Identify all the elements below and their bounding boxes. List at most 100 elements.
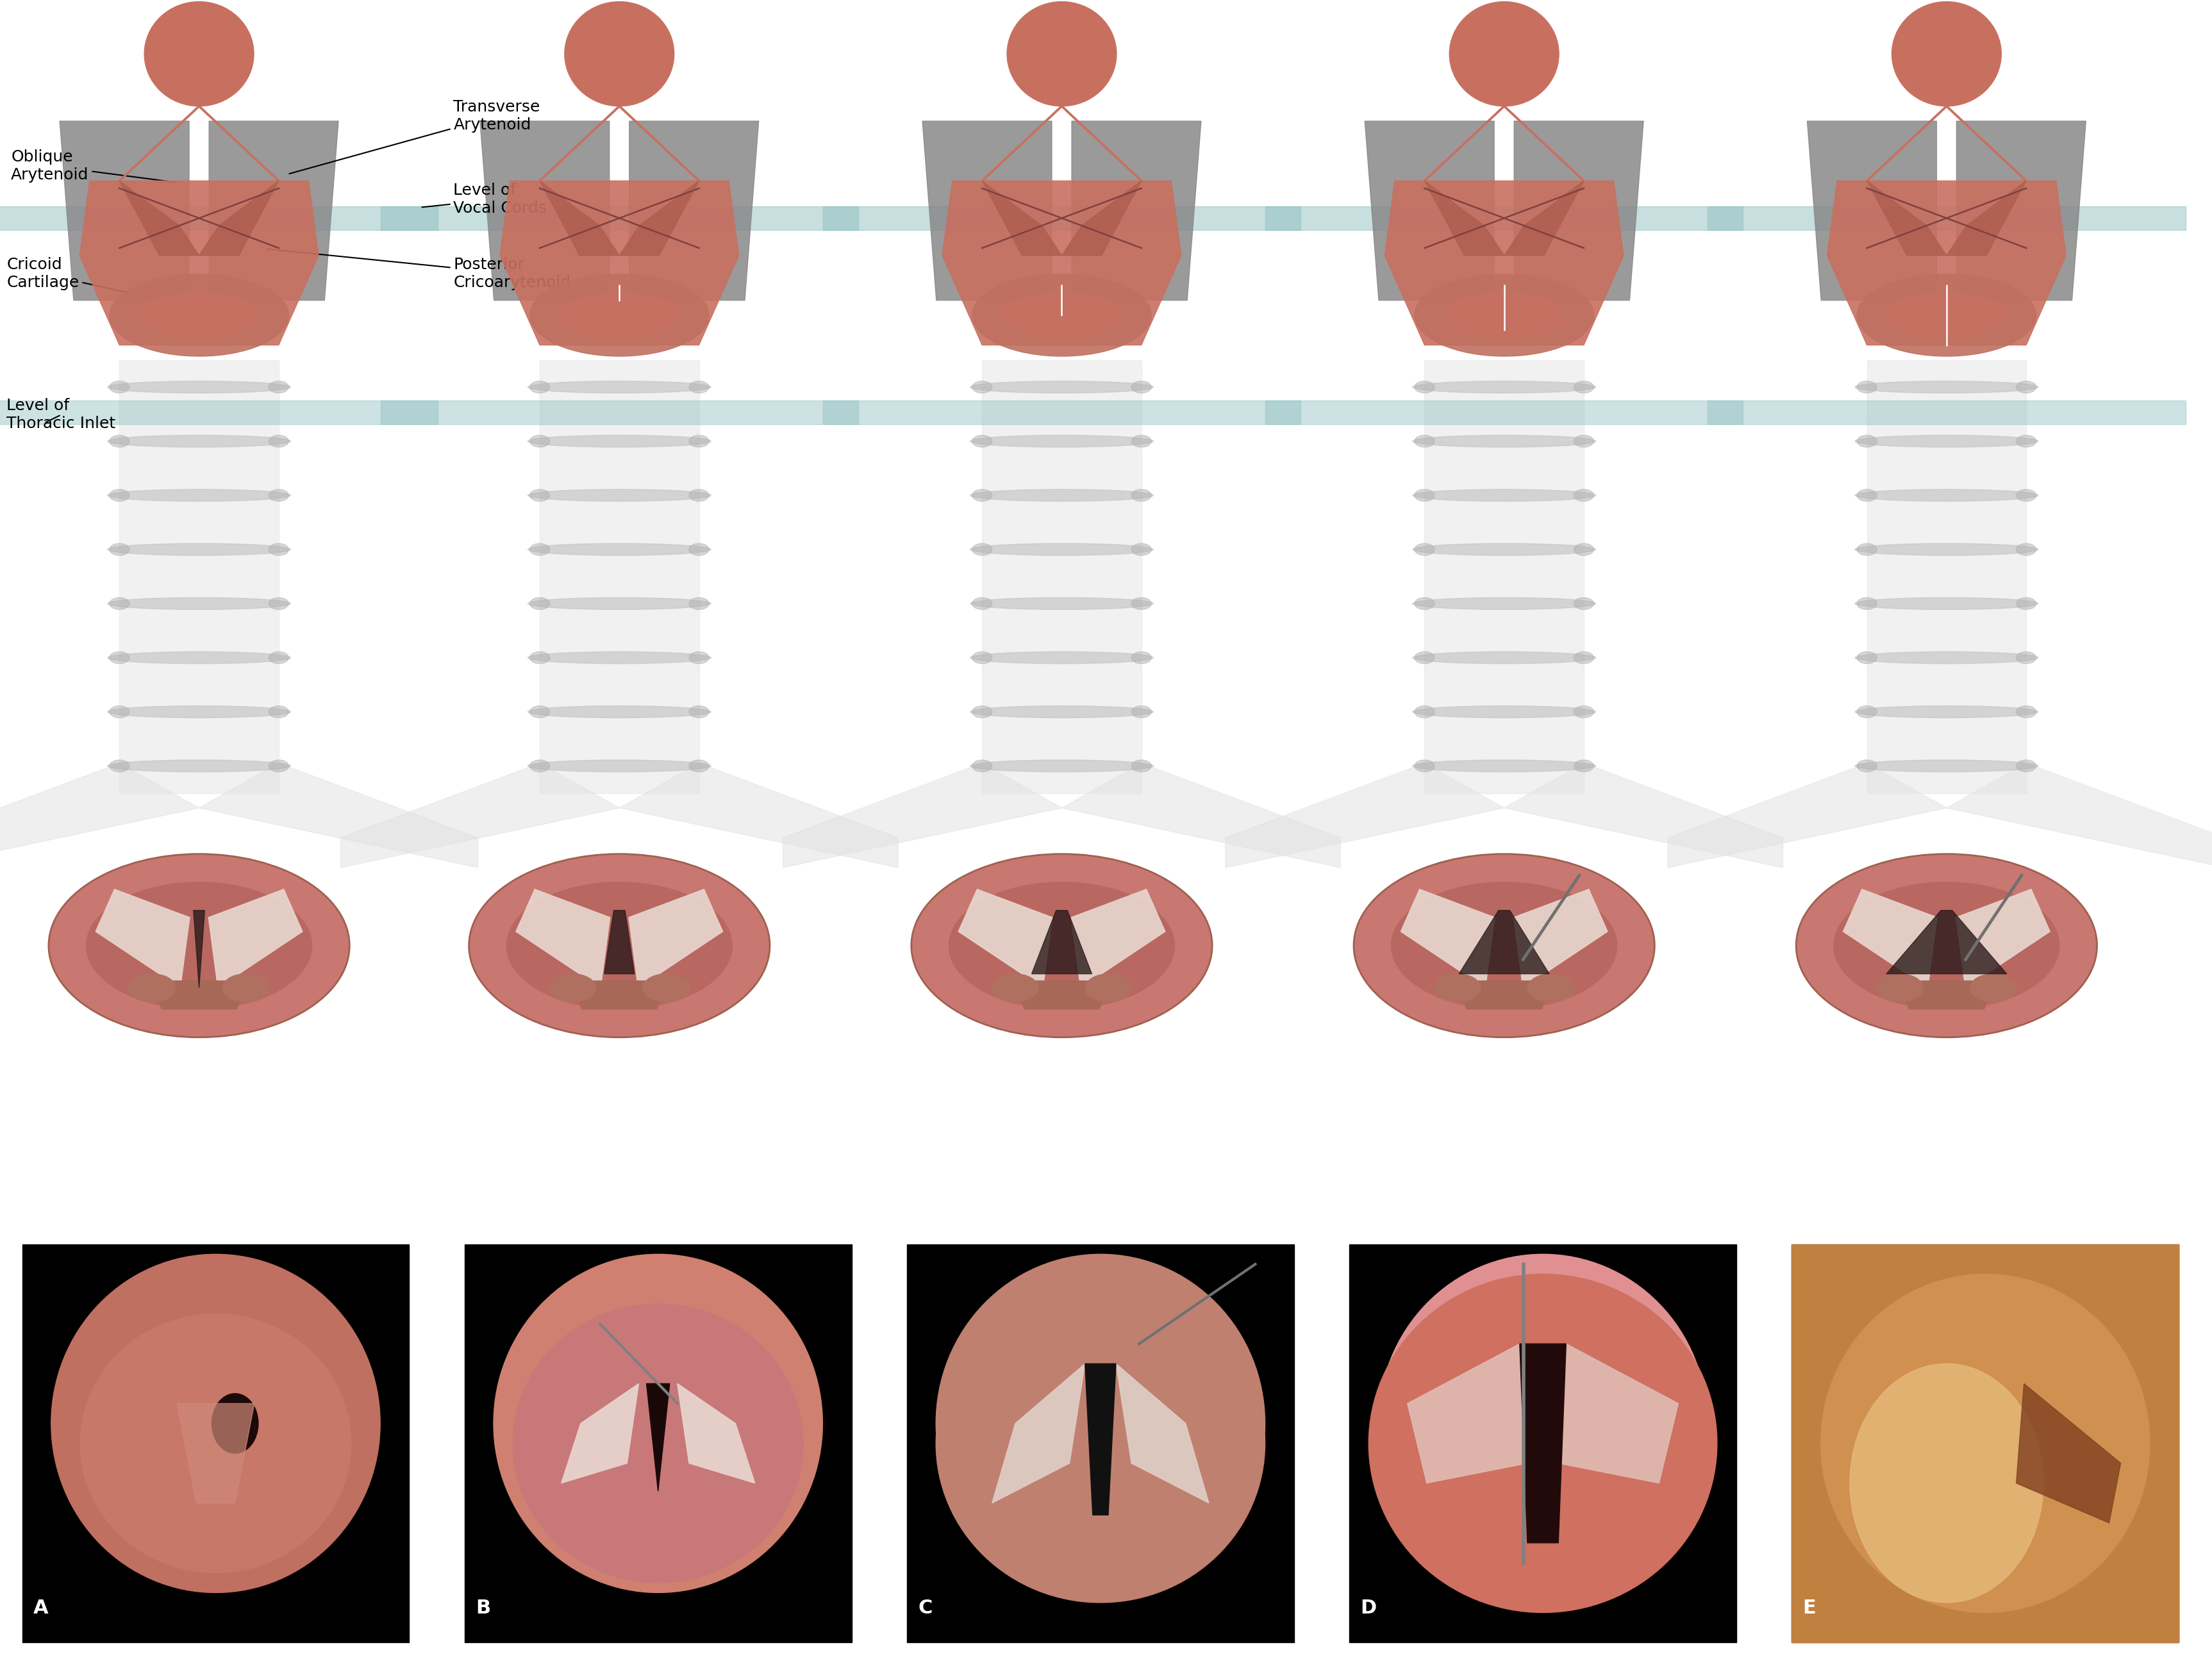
Ellipse shape: [108, 760, 290, 771]
Ellipse shape: [529, 652, 710, 664]
Bar: [465, 1244, 852, 1642]
Ellipse shape: [1820, 1254, 2150, 1593]
Polygon shape: [119, 360, 279, 793]
Text: E: E: [1803, 1599, 1816, 1618]
Ellipse shape: [139, 292, 259, 338]
Ellipse shape: [531, 705, 551, 718]
Bar: [1792, 1244, 2179, 1642]
Ellipse shape: [1413, 652, 1595, 664]
Polygon shape: [1225, 763, 1504, 868]
Polygon shape: [1084, 1364, 1115, 1515]
Polygon shape: [0, 400, 438, 425]
Ellipse shape: [973, 597, 991, 609]
Polygon shape: [380, 206, 858, 231]
Ellipse shape: [108, 382, 290, 393]
Ellipse shape: [1856, 382, 2037, 393]
Ellipse shape: [1413, 544, 1595, 556]
Ellipse shape: [1130, 597, 1152, 609]
Text: Oblique
Arytenoid: Oblique Arytenoid: [11, 149, 175, 182]
Polygon shape: [823, 206, 1301, 231]
Polygon shape: [958, 889, 1053, 989]
Ellipse shape: [971, 435, 1152, 448]
Ellipse shape: [270, 435, 290, 448]
Ellipse shape: [128, 974, 175, 1002]
Ellipse shape: [690, 544, 710, 556]
Polygon shape: [80, 181, 319, 345]
Ellipse shape: [690, 705, 710, 718]
Ellipse shape: [971, 489, 1152, 501]
Ellipse shape: [1416, 382, 1436, 393]
Polygon shape: [823, 400, 1301, 425]
Polygon shape: [1955, 121, 2086, 300]
Ellipse shape: [1856, 489, 1878, 501]
Ellipse shape: [936, 1254, 1265, 1593]
Ellipse shape: [1856, 705, 2037, 718]
Polygon shape: [199, 763, 478, 868]
Ellipse shape: [108, 597, 290, 609]
Ellipse shape: [1856, 544, 2037, 556]
Ellipse shape: [270, 544, 290, 556]
Bar: [1792, 1244, 2179, 1642]
Ellipse shape: [1416, 544, 1436, 556]
Ellipse shape: [1575, 652, 1595, 664]
Ellipse shape: [973, 274, 1152, 357]
Polygon shape: [153, 980, 246, 1009]
Polygon shape: [208, 889, 303, 989]
Polygon shape: [1062, 181, 1141, 255]
Polygon shape: [619, 763, 898, 868]
Polygon shape: [1425, 360, 1584, 793]
Ellipse shape: [971, 652, 1152, 664]
Ellipse shape: [1849, 1364, 2044, 1603]
Ellipse shape: [690, 489, 710, 501]
Ellipse shape: [1856, 760, 2037, 771]
Ellipse shape: [1858, 274, 2037, 357]
Ellipse shape: [49, 854, 349, 1037]
Ellipse shape: [108, 544, 290, 556]
Ellipse shape: [1130, 760, 1152, 771]
Ellipse shape: [1130, 652, 1152, 664]
Ellipse shape: [1856, 489, 2037, 501]
Ellipse shape: [973, 489, 991, 501]
Ellipse shape: [1416, 489, 1436, 501]
Ellipse shape: [1433, 974, 1480, 1002]
Ellipse shape: [1887, 292, 2006, 338]
Ellipse shape: [108, 705, 290, 718]
Ellipse shape: [270, 652, 290, 664]
Ellipse shape: [971, 705, 1152, 718]
Ellipse shape: [973, 435, 991, 448]
Polygon shape: [1265, 400, 1743, 425]
Text: Posterior
Cricoarytenoid: Posterior Cricoarytenoid: [268, 249, 571, 290]
Ellipse shape: [108, 489, 290, 501]
Polygon shape: [177, 1404, 254, 1503]
Bar: [22, 1244, 409, 1642]
Ellipse shape: [1856, 760, 1878, 771]
Ellipse shape: [1575, 489, 1595, 501]
Polygon shape: [192, 911, 206, 989]
Ellipse shape: [1449, 2, 1559, 106]
Ellipse shape: [1413, 597, 1595, 609]
Ellipse shape: [973, 382, 991, 393]
Ellipse shape: [108, 597, 128, 609]
Ellipse shape: [1413, 435, 1595, 448]
Polygon shape: [1504, 763, 1783, 868]
Text: Level of
Thoracic Inlet: Level of Thoracic Inlet: [7, 398, 115, 431]
Polygon shape: [1947, 181, 2026, 255]
Ellipse shape: [1378, 1254, 1708, 1593]
Polygon shape: [942, 181, 1181, 345]
Ellipse shape: [1856, 435, 1878, 448]
Ellipse shape: [1575, 544, 1595, 556]
Ellipse shape: [108, 382, 128, 393]
Ellipse shape: [531, 760, 551, 771]
Ellipse shape: [1856, 652, 2037, 664]
Bar: [907, 1244, 1294, 1642]
Ellipse shape: [513, 1304, 803, 1583]
Polygon shape: [1867, 360, 2026, 793]
Polygon shape: [0, 206, 438, 231]
Polygon shape: [1071, 121, 1201, 300]
Ellipse shape: [270, 489, 290, 501]
Ellipse shape: [2017, 652, 2037, 664]
Ellipse shape: [531, 597, 551, 609]
Ellipse shape: [529, 435, 710, 448]
Polygon shape: [1520, 1344, 1566, 1543]
Ellipse shape: [690, 435, 710, 448]
